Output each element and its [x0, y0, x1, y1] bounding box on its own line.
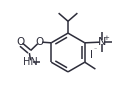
Text: +: +: [103, 35, 109, 41]
Text: I: I: [90, 50, 93, 60]
Text: O: O: [16, 37, 24, 47]
Text: O: O: [36, 37, 44, 47]
Text: N: N: [98, 37, 106, 47]
Text: ⁻: ⁻: [94, 49, 97, 54]
Text: HN: HN: [23, 57, 38, 67]
